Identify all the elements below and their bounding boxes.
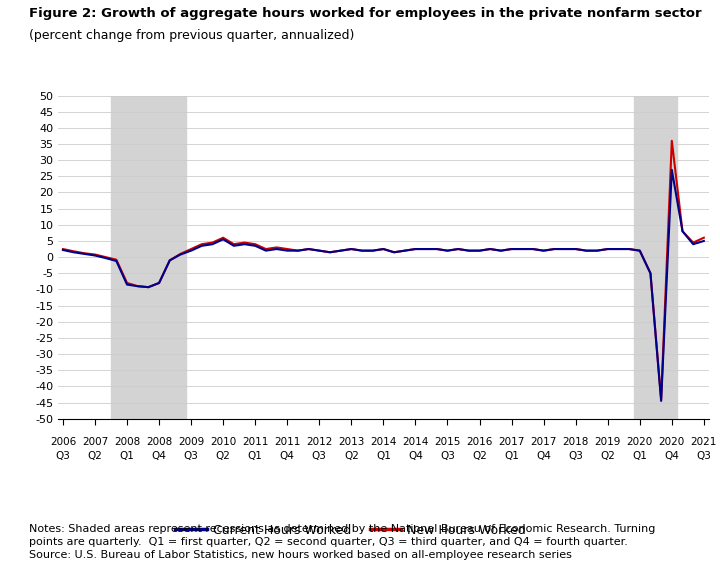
Legend: Current Hours Worked, New Hours Worked: Current Hours Worked, New Hours Worked bbox=[171, 519, 531, 542]
Text: Q3: Q3 bbox=[55, 451, 71, 461]
Text: 2020: 2020 bbox=[626, 437, 653, 447]
Text: 2014: 2014 bbox=[402, 437, 428, 447]
Text: 2007: 2007 bbox=[82, 437, 108, 447]
Text: 2020: 2020 bbox=[659, 437, 685, 447]
Text: 2008: 2008 bbox=[146, 437, 172, 447]
Text: 2011: 2011 bbox=[274, 437, 300, 447]
Text: Q4: Q4 bbox=[408, 451, 423, 461]
Text: Q1: Q1 bbox=[504, 451, 519, 461]
Text: 2014: 2014 bbox=[370, 437, 397, 447]
Text: 2018: 2018 bbox=[562, 437, 589, 447]
Text: Q1: Q1 bbox=[632, 451, 647, 461]
Text: 2009: 2009 bbox=[178, 437, 204, 447]
Text: Q3: Q3 bbox=[568, 451, 583, 461]
Text: Q2: Q2 bbox=[600, 451, 615, 461]
Text: 2012: 2012 bbox=[306, 437, 333, 447]
Text: (percent change from previous quarter, annualized): (percent change from previous quarter, a… bbox=[29, 29, 354, 42]
Text: 2015: 2015 bbox=[434, 437, 461, 447]
Text: Figure 2: Growth of aggregate hours worked for employees in the private nonfarm : Figure 2: Growth of aggregate hours work… bbox=[29, 7, 701, 20]
Text: Q4: Q4 bbox=[536, 451, 551, 461]
Text: 2017: 2017 bbox=[531, 437, 557, 447]
Text: 2006: 2006 bbox=[50, 437, 76, 447]
Text: Q4: Q4 bbox=[152, 451, 166, 461]
Text: Q4: Q4 bbox=[280, 451, 294, 461]
Text: 2019: 2019 bbox=[595, 437, 621, 447]
Text: Q3: Q3 bbox=[312, 451, 327, 461]
Text: Q4: Q4 bbox=[665, 451, 679, 461]
Text: Q2: Q2 bbox=[472, 451, 487, 461]
Text: 2010: 2010 bbox=[210, 437, 236, 447]
Text: 2021: 2021 bbox=[690, 437, 717, 447]
Text: Q1: Q1 bbox=[120, 451, 135, 461]
Text: Q2: Q2 bbox=[88, 451, 102, 461]
Text: Q2: Q2 bbox=[344, 451, 359, 461]
Text: Notes: Shaded areas represent recessions as determined by the National Bureau of: Notes: Shaded areas represent recessions… bbox=[29, 524, 655, 560]
Bar bbox=[634, 96, 677, 419]
Text: 2017: 2017 bbox=[498, 437, 525, 447]
Text: Q3: Q3 bbox=[440, 451, 455, 461]
Text: 2011: 2011 bbox=[242, 437, 269, 447]
Text: Q2: Q2 bbox=[216, 451, 230, 461]
Text: Q1: Q1 bbox=[376, 451, 391, 461]
Text: 2013: 2013 bbox=[338, 437, 364, 447]
Text: 2008: 2008 bbox=[114, 437, 140, 447]
Text: Q3: Q3 bbox=[184, 451, 199, 461]
Text: Q3: Q3 bbox=[696, 451, 711, 461]
Bar bbox=[111, 96, 186, 419]
Text: Q1: Q1 bbox=[248, 451, 263, 461]
Text: 2016: 2016 bbox=[467, 437, 492, 447]
